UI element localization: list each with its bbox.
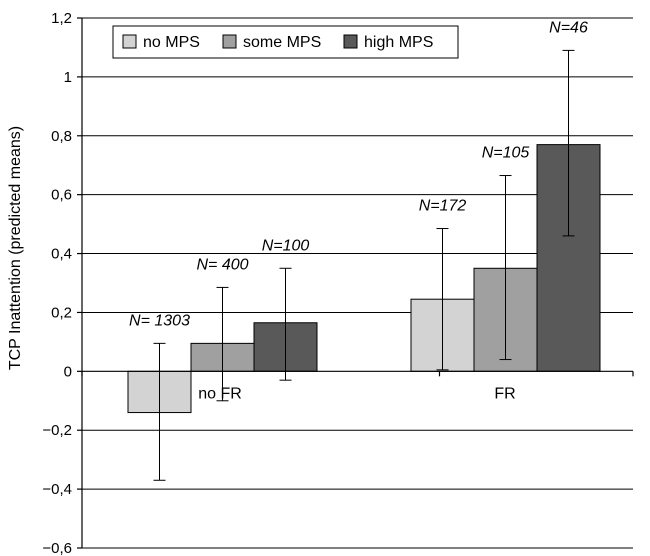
legend-items: no MPS some MPS high MPS — [122, 34, 433, 51]
y-tick-label: −0,2 — [42, 422, 72, 439]
y-tick-label: 0 — [64, 363, 72, 380]
axes — [77, 17, 634, 549]
n-label: N=46 — [549, 19, 588, 36]
legend: no MPS some MPS high MPS — [112, 25, 459, 59]
legend-box — [112, 25, 459, 59]
n-label: N=172 — [419, 198, 467, 215]
bars — [127, 49, 601, 481]
y-tick-label: −0,4 — [42, 481, 72, 498]
category-label: no FR — [198, 385, 242, 402]
y-tick-label: 0,8 — [51, 128, 72, 145]
legend-swatch — [222, 34, 237, 49]
legend-swatch — [343, 34, 358, 49]
legend-swatch — [122, 34, 137, 49]
y-axis-label: TCP Inattention (predicted means) — [7, 126, 24, 370]
y-tick-labels: −0,6 −0,4 −0,2 0 0,2 0,4 0,6 0,8 1 1,2 — [42, 10, 72, 556]
y-tick-label: 1,2 — [51, 10, 72, 27]
legend-label: no MPS — [143, 34, 200, 51]
category-label: FR — [494, 385, 515, 402]
n-label: N= 1303 — [129, 312, 190, 329]
category-labels: no FR FR — [198, 385, 515, 402]
y-tick-label: 0,4 — [51, 246, 72, 263]
n-label: N=105 — [482, 145, 530, 162]
gridlines — [82, 17, 633, 549]
y-tick-label: 0,2 — [51, 304, 72, 321]
y-tick-label: 1 — [64, 69, 72, 86]
y-tick-label: −0,6 — [42, 540, 72, 556]
n-label: N=100 — [262, 237, 310, 254]
legend-label: some MPS — [243, 34, 321, 51]
n-label: N= 400 — [196, 256, 248, 273]
y-tick-label: 0,6 — [51, 187, 72, 204]
n-labels: N= 1303 N=172 N= 400 N=105 N=100 N=46 — [129, 19, 588, 329]
legend-label: high MPS — [364, 34, 433, 51]
